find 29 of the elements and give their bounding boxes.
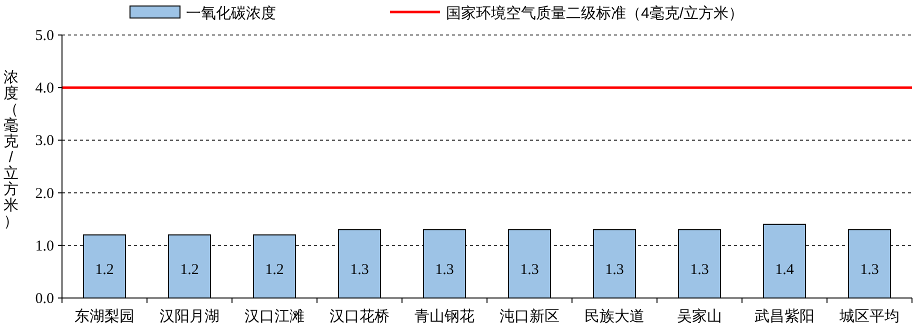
data-label: 1.2	[95, 262, 114, 278]
x-tick-label: 城区平均	[838, 308, 900, 325]
y-tick-label: 5.0	[35, 28, 54, 44]
x-tick-label: 汉口花桥	[330, 308, 390, 325]
x-tick-label: 汉口江滩	[244, 308, 304, 325]
y-tick-label: 0.0	[35, 291, 54, 307]
x-tick-label: 汉阳月湖	[160, 308, 220, 325]
data-label: 1.3	[690, 262, 709, 278]
data-label: 1.2	[180, 262, 199, 278]
x-tick-label: 沌口新区	[500, 308, 560, 325]
legend-label: 一氧化碳浓度	[186, 5, 276, 22]
data-label: 1.2	[265, 262, 284, 278]
y-tick-label: 1.0	[35, 238, 54, 254]
data-label: 1.3	[520, 262, 539, 278]
x-tick-label: 东湖梨园	[74, 308, 134, 325]
y-tick-label: 2.0	[35, 186, 54, 202]
data-label: 1.3	[860, 262, 879, 278]
x-tick-label: 吴家山	[677, 308, 722, 325]
data-label: 1.3	[435, 262, 454, 278]
x-tick-label: 武昌紫阳	[754, 308, 814, 325]
y-tick-label: 3.0	[35, 133, 54, 150]
data-label: 1.3	[350, 262, 369, 278]
x-tick-label: 青山钢花	[414, 308, 474, 325]
text: 浓度（毫克/立方米）	[4, 69, 18, 230]
x-tick-label: 民族大道	[584, 308, 644, 325]
data-label: 1.4	[775, 262, 794, 278]
data-label: 1.3	[605, 262, 624, 278]
y-tick-label: 4.0	[35, 80, 54, 97]
legend-label: 国家环境空气质量二级标准（4毫克/立方米）	[446, 5, 744, 22]
